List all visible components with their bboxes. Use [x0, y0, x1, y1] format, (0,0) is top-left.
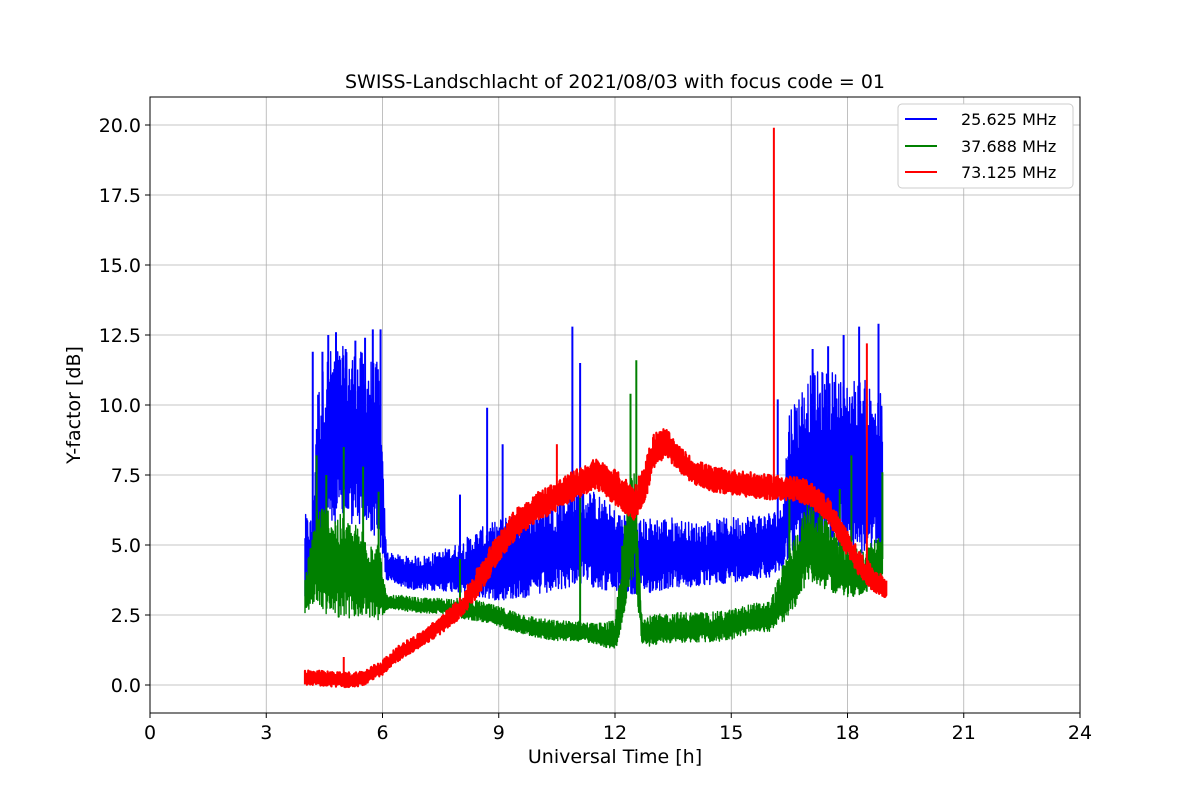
legend-label-25625: 25.625 MHz — [961, 110, 1056, 129]
x-tick-label: 3 — [260, 722, 272, 744]
y-tick-label: 0.0 — [111, 675, 141, 697]
x-tick-label: 9 — [493, 722, 505, 744]
y-tick-label: 10.0 — [99, 395, 141, 417]
x-tick-label: 12 — [603, 722, 627, 744]
y-tick-label: 7.5 — [111, 465, 141, 487]
y-axis-label: Y-factor [dB] — [63, 346, 85, 465]
y-tick-label: 5.0 — [111, 535, 141, 557]
x-tick-label: 0 — [144, 722, 156, 744]
y-tick-label: 15.0 — [99, 255, 141, 277]
series-73125-trace — [303, 127, 888, 689]
x-tick-label: 18 — [835, 722, 859, 744]
legend-label-73125: 73.125 MHz — [961, 163, 1056, 182]
y-tick-label: 2.5 — [111, 605, 141, 627]
x-tick-label: 21 — [952, 722, 976, 744]
y-tick-label: 20.0 — [99, 115, 141, 137]
y-tick-label: 12.5 — [99, 325, 141, 347]
series-path — [304, 345, 884, 601]
x-tick-label: 6 — [376, 722, 388, 744]
axis-ticks: 0 3 6 9 12 15 18 21 24 0.0 2.5 5.0 7.5 10.0 12.5 15.0 17… — [99, 115, 1092, 744]
x-tick-label: 24 — [1068, 722, 1092, 744]
legend: 25.625 MHz 37.688 MHz 73.125 MHz — [897, 103, 1074, 189]
x-axis-label: Universal Time [h] — [528, 746, 702, 768]
series-37688-trace — [304, 360, 884, 649]
chart-title: SWISS-Landschlacht of 2021/08/03 with fo… — [345, 71, 885, 93]
legend-label-37688: 37.688 MHz — [961, 137, 1056, 156]
legend-frame — [897, 103, 1074, 189]
y-tick-label: 17.5 — [99, 185, 141, 207]
series-path — [304, 473, 884, 649]
series-layer — [303, 127, 888, 689]
x-tick-label: 15 — [719, 722, 743, 744]
series-25625-trace — [304, 323, 884, 601]
series-path — [303, 428, 888, 689]
